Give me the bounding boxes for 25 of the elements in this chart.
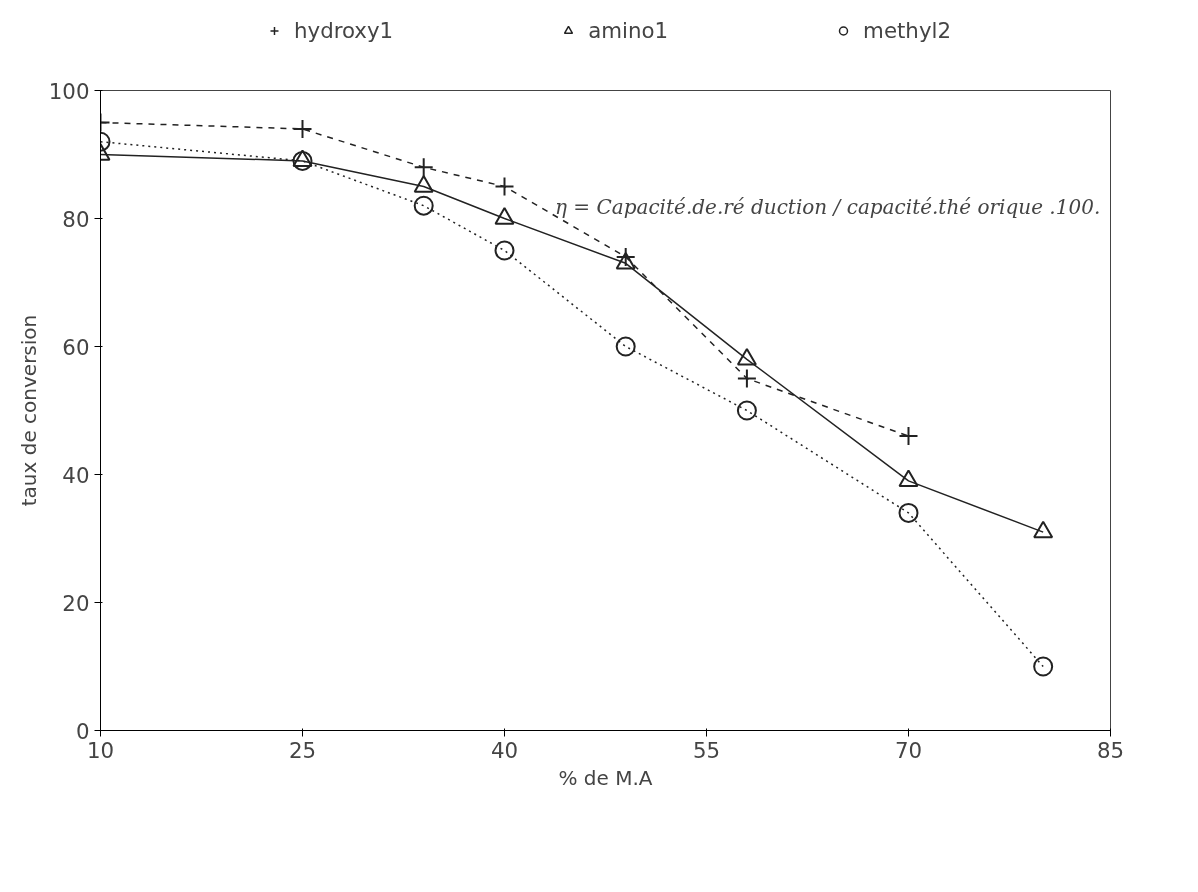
y-tick-label: 20 [62, 590, 90, 616]
point [1033, 656, 1054, 677]
point [413, 195, 434, 216]
legend-label: amino1 [588, 17, 669, 43]
x-tick-label: 85 [1096, 737, 1125, 763]
point [494, 176, 515, 197]
point [736, 400, 757, 421]
legend-label: methyl2 [863, 17, 952, 43]
x-axis-title: % de M.A [558, 765, 653, 790]
point [615, 336, 636, 357]
x-tick-label: 40 [490, 737, 519, 763]
x-tick-label: 70 [894, 737, 923, 763]
y-tick-label: 40 [62, 462, 90, 488]
point [898, 502, 919, 523]
y-tick-label: 80 [62, 206, 90, 232]
y-axis-title: taux de conversion [16, 314, 41, 507]
y-tick-label: 100 [48, 78, 90, 104]
x-tick-label: 55 [692, 737, 721, 763]
point [413, 157, 434, 178]
annotation: η = Capacité.de.ré duction / capacité.thé orique .100. [555, 194, 1101, 219]
point [494, 240, 515, 261]
x-tick-label: 25 [288, 737, 317, 763]
legend-label: hydroxy1 [293, 17, 394, 43]
y-tick-label: 60 [62, 334, 90, 360]
point [736, 368, 757, 389]
